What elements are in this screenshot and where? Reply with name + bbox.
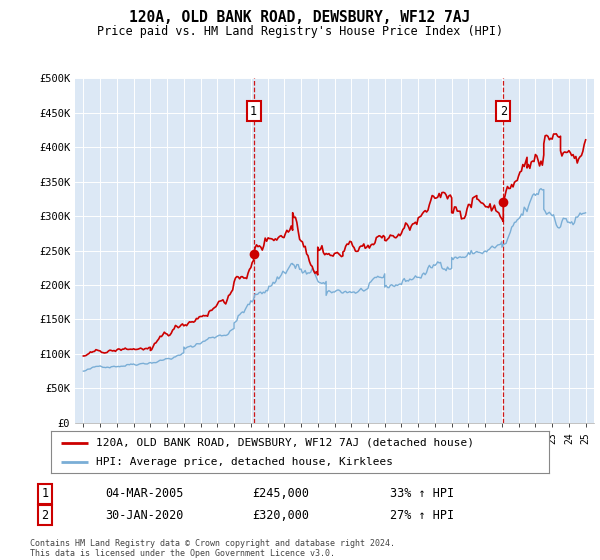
Text: 2: 2 [500, 105, 507, 118]
Text: Contains HM Land Registry data © Crown copyright and database right 2024.
This d: Contains HM Land Registry data © Crown c… [30, 539, 395, 558]
Text: 1: 1 [41, 487, 49, 501]
Text: Price paid vs. HM Land Registry's House Price Index (HPI): Price paid vs. HM Land Registry's House … [97, 25, 503, 38]
Text: 2: 2 [41, 508, 49, 522]
Text: 33% ↑ HPI: 33% ↑ HPI [390, 487, 454, 501]
Text: 30-JAN-2020: 30-JAN-2020 [105, 508, 184, 522]
Text: HPI: Average price, detached house, Kirklees: HPI: Average price, detached house, Kirk… [96, 458, 393, 467]
Text: 120A, OLD BANK ROAD, DEWSBURY, WF12 7AJ (detached house): 120A, OLD BANK ROAD, DEWSBURY, WF12 7AJ … [96, 438, 474, 448]
Text: 1: 1 [250, 105, 257, 118]
Text: 120A, OLD BANK ROAD, DEWSBURY, WF12 7AJ: 120A, OLD BANK ROAD, DEWSBURY, WF12 7AJ [130, 10, 470, 25]
Text: 04-MAR-2005: 04-MAR-2005 [105, 487, 184, 501]
Text: 27% ↑ HPI: 27% ↑ HPI [390, 508, 454, 522]
Text: £245,000: £245,000 [252, 487, 309, 501]
Text: £320,000: £320,000 [252, 508, 309, 522]
